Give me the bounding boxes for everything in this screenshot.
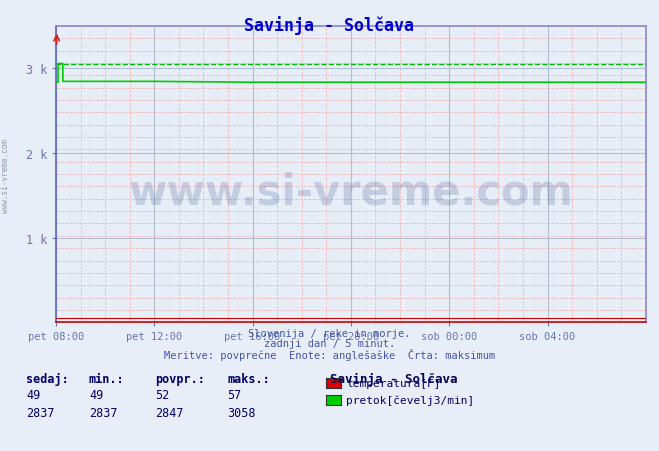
Text: 49: 49 (89, 388, 103, 401)
Text: Savinja - Solčava: Savinja - Solčava (330, 372, 457, 385)
Text: min.:: min.: (89, 372, 125, 385)
Text: 57: 57 (227, 388, 242, 401)
Text: 52: 52 (155, 388, 169, 401)
Text: 2837: 2837 (26, 406, 55, 419)
Text: 3058: 3058 (227, 406, 256, 419)
Text: povpr.:: povpr.: (155, 372, 205, 385)
Text: www.si-vreme.com: www.si-vreme.com (1, 139, 10, 213)
Text: Meritve: povprečne  Enote: anglešaške  Črta: maksimum: Meritve: povprečne Enote: anglešaške Črt… (164, 348, 495, 360)
Text: Savinja - Solčava: Savinja - Solčava (244, 16, 415, 35)
Text: 2837: 2837 (89, 406, 117, 419)
Text: www.si-vreme.com: www.si-vreme.com (129, 171, 573, 213)
Text: 2847: 2847 (155, 406, 183, 419)
Text: maks.:: maks.: (227, 372, 270, 385)
Text: Slovenija / reke in morje.: Slovenija / reke in morje. (248, 328, 411, 338)
Text: pretok[čevelj3/min]: pretok[čevelj3/min] (346, 395, 474, 405)
Text: zadnji dan / 5 minut.: zadnji dan / 5 minut. (264, 338, 395, 348)
Text: temperatura[F]: temperatura[F] (346, 378, 440, 388)
Text: 49: 49 (26, 388, 41, 401)
Text: sedaj:: sedaj: (26, 372, 69, 385)
